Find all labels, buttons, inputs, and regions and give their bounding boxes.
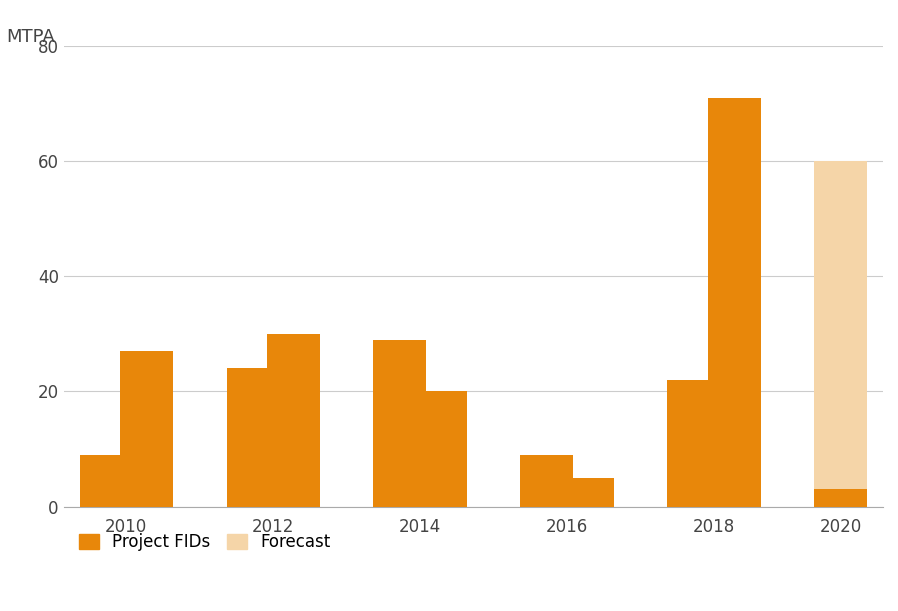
Bar — [814, 489, 867, 507]
Bar — [520, 455, 573, 507]
Bar — [374, 340, 427, 507]
Bar — [80, 455, 133, 507]
Bar — [226, 368, 279, 507]
Bar — [708, 98, 761, 507]
Bar — [267, 334, 320, 507]
Bar — [814, 161, 867, 507]
Legend: Project FIDs, Forecast: Project FIDs, Forecast — [72, 527, 338, 558]
Text: MTPA: MTPA — [6, 27, 55, 46]
Bar — [414, 392, 467, 507]
Bar — [120, 351, 173, 507]
Bar — [667, 380, 720, 507]
Bar — [560, 478, 613, 507]
